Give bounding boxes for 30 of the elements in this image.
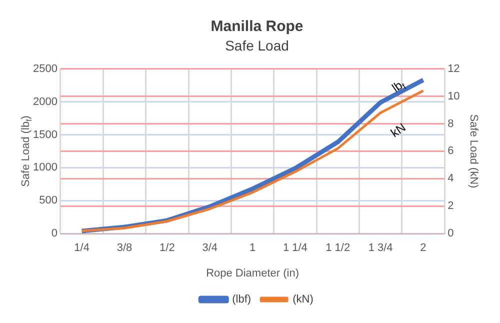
x-tick-label: 1 (249, 242, 256, 254)
x-tick-label: 3/4 (202, 242, 218, 254)
x-axis-title: Rope Diameter (in) (206, 267, 299, 280)
y2-tick-label: 4 (448, 172, 454, 185)
y2-axis-title: Safe Load (kN) (467, 114, 480, 188)
y2-tick-label: 2 (448, 200, 454, 212)
annotation: kN (388, 120, 408, 140)
x-tick-label: 2 (420, 242, 426, 254)
legend-label: (kN) (292, 294, 314, 306)
x-tick-label: 1/2 (160, 242, 175, 254)
legend-label: (lbf) (232, 294, 252, 306)
chart-subtitle: Safe Load (225, 37, 289, 54)
x-tick-label: 3/8 (116, 242, 132, 254)
y-tick-label: 500 (39, 194, 58, 207)
y-tick-label: 2500 (32, 62, 58, 75)
x-tick-label: 1 1/4 (282, 242, 308, 254)
y2-tick-label: 0 (448, 228, 454, 240)
x-tick-label: 1 1/2 (326, 242, 350, 254)
x-tick-label: 1 3/4 (368, 242, 393, 254)
y2-tick-label: 12 (448, 62, 460, 75)
y-tick-label: 1500 (32, 128, 58, 141)
y2-tick-label: 8 (448, 118, 454, 130)
y2-tick-label: 6 (448, 145, 454, 158)
annotation: lbf (389, 78, 408, 95)
y-tick-label: 2000 (32, 96, 58, 108)
y2-tick-label: 10 (448, 90, 460, 102)
y-tick-label: 1000 (32, 162, 58, 174)
y-tick-label: 0 (51, 228, 58, 240)
x-tick-label: 1/4 (74, 242, 90, 254)
chart-title: Manilla Rope (210, 18, 304, 36)
